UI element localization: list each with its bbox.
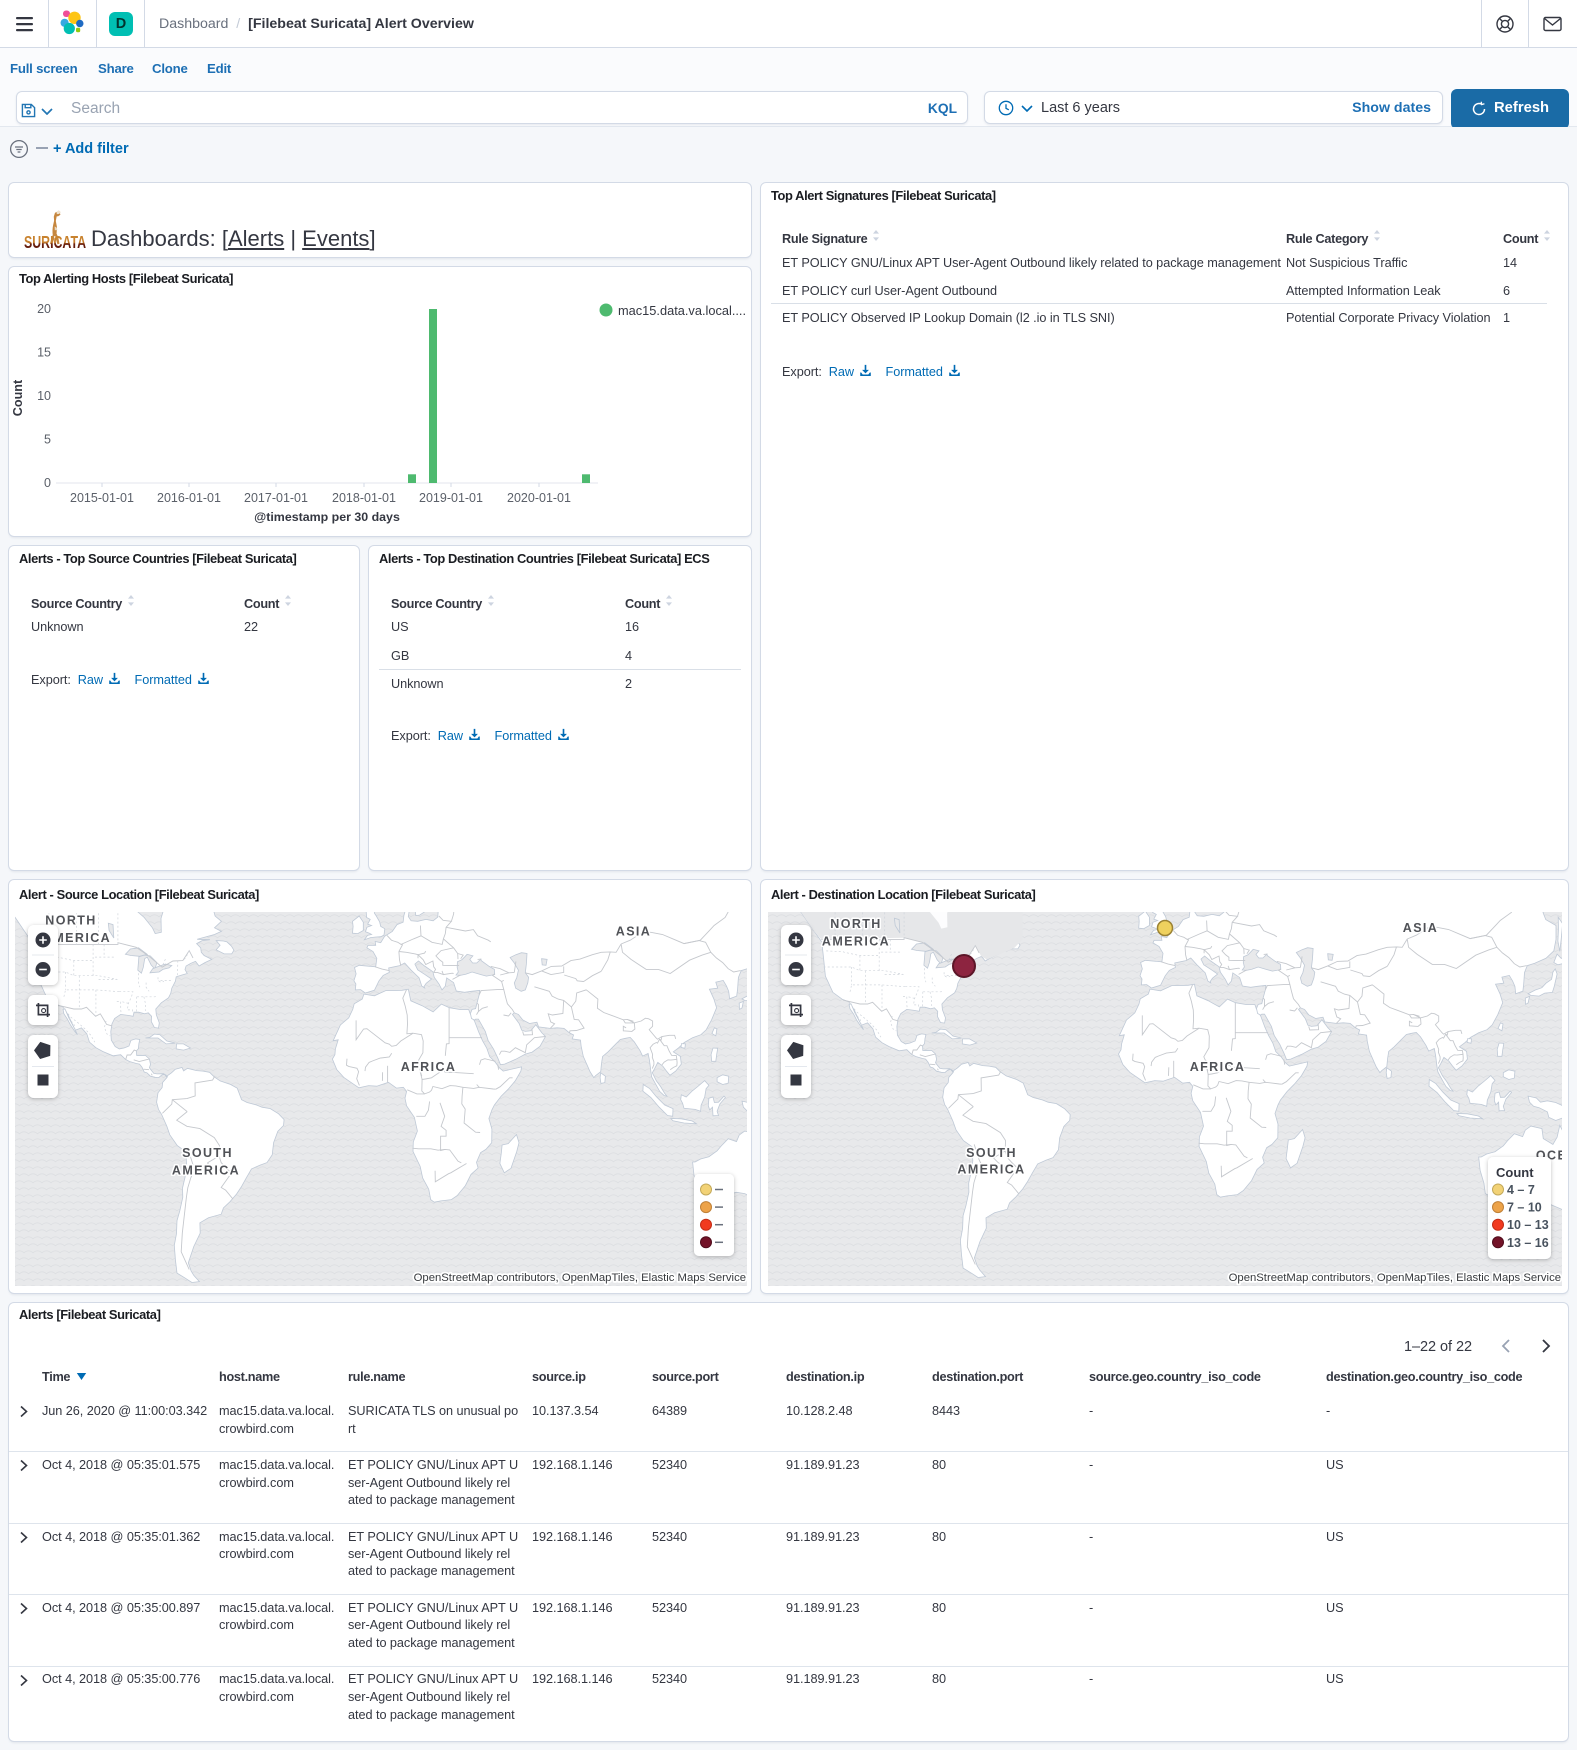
svg-text:SURICATA: SURICATA xyxy=(24,232,86,249)
svg-text:15: 15 xyxy=(37,346,51,360)
svg-text:2017-01-01: 2017-01-01 xyxy=(244,491,308,505)
svg-text:2015-01-01: 2015-01-01 xyxy=(70,491,134,505)
svg-text:ASIA: ASIA xyxy=(616,925,651,939)
svg-text:20: 20 xyxy=(37,302,51,316)
svg-text:2016-01-01: 2016-01-01 xyxy=(157,491,221,505)
svg-text:5: 5 xyxy=(44,433,51,447)
svg-text:10: 10 xyxy=(37,389,51,403)
svg-text:7 – 10: 7 – 10 xyxy=(1507,1201,1542,1215)
svg-text:mac15.data.va.local....: mac15.data.va.local.... xyxy=(618,303,746,318)
svg-text:OpenStreetMap contributors, Op: OpenStreetMap contributors, OpenMapTiles… xyxy=(414,1272,746,1284)
svg-text:4 – 7: 4 – 7 xyxy=(1507,1183,1535,1197)
svg-text:@timestamp per 30 days: @timestamp per 30 days xyxy=(254,510,400,524)
svg-text:AMERICA: AMERICA xyxy=(172,1164,240,1178)
svg-text:AMERICA: AMERICA xyxy=(822,935,890,949)
svg-text:Count: Count xyxy=(1496,1165,1534,1180)
svg-text:Count: Count xyxy=(11,379,25,416)
svg-text:0: 0 xyxy=(44,476,51,490)
svg-text:2020-01-01: 2020-01-01 xyxy=(507,491,571,505)
svg-text:13 – 16: 13 – 16 xyxy=(1507,1236,1549,1250)
svg-text:ASIA: ASIA xyxy=(1403,921,1438,935)
svg-text:SOUTH: SOUTH xyxy=(182,1146,233,1160)
svg-text:OpenStreetMap contributors, Op: OpenStreetMap contributors, OpenMapTiles… xyxy=(1229,1272,1561,1284)
svg-text:NORTH: NORTH xyxy=(830,917,881,931)
svg-text:2019-01-01: 2019-01-01 xyxy=(419,491,483,505)
svg-text:AMERICA: AMERICA xyxy=(43,931,111,945)
svg-text:10 – 13: 10 – 13 xyxy=(1507,1218,1549,1232)
svg-text:NORTH: NORTH xyxy=(45,914,96,928)
svg-text:2018-01-01: 2018-01-01 xyxy=(332,491,396,505)
svg-text:AFRICA: AFRICA xyxy=(1190,1060,1246,1074)
svg-text:AFRICA: AFRICA xyxy=(401,1060,457,1074)
svg-text:AMERICA: AMERICA xyxy=(957,1163,1025,1177)
svg-text:SOUTH: SOUTH xyxy=(966,1146,1017,1160)
